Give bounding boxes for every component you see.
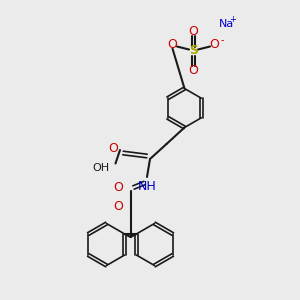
Text: +: +	[230, 15, 236, 24]
Text: Na: Na	[219, 19, 234, 29]
Text: O: O	[113, 181, 123, 194]
Text: -: -	[220, 35, 224, 46]
Text: O: O	[189, 64, 198, 77]
Text: OH: OH	[92, 163, 110, 173]
Text: NH: NH	[138, 180, 156, 193]
Text: O: O	[113, 200, 123, 214]
Text: O: O	[210, 38, 219, 52]
Text: O: O	[189, 25, 198, 38]
Text: O: O	[168, 38, 177, 52]
Text: S: S	[189, 44, 198, 58]
Text: O: O	[109, 142, 118, 155]
